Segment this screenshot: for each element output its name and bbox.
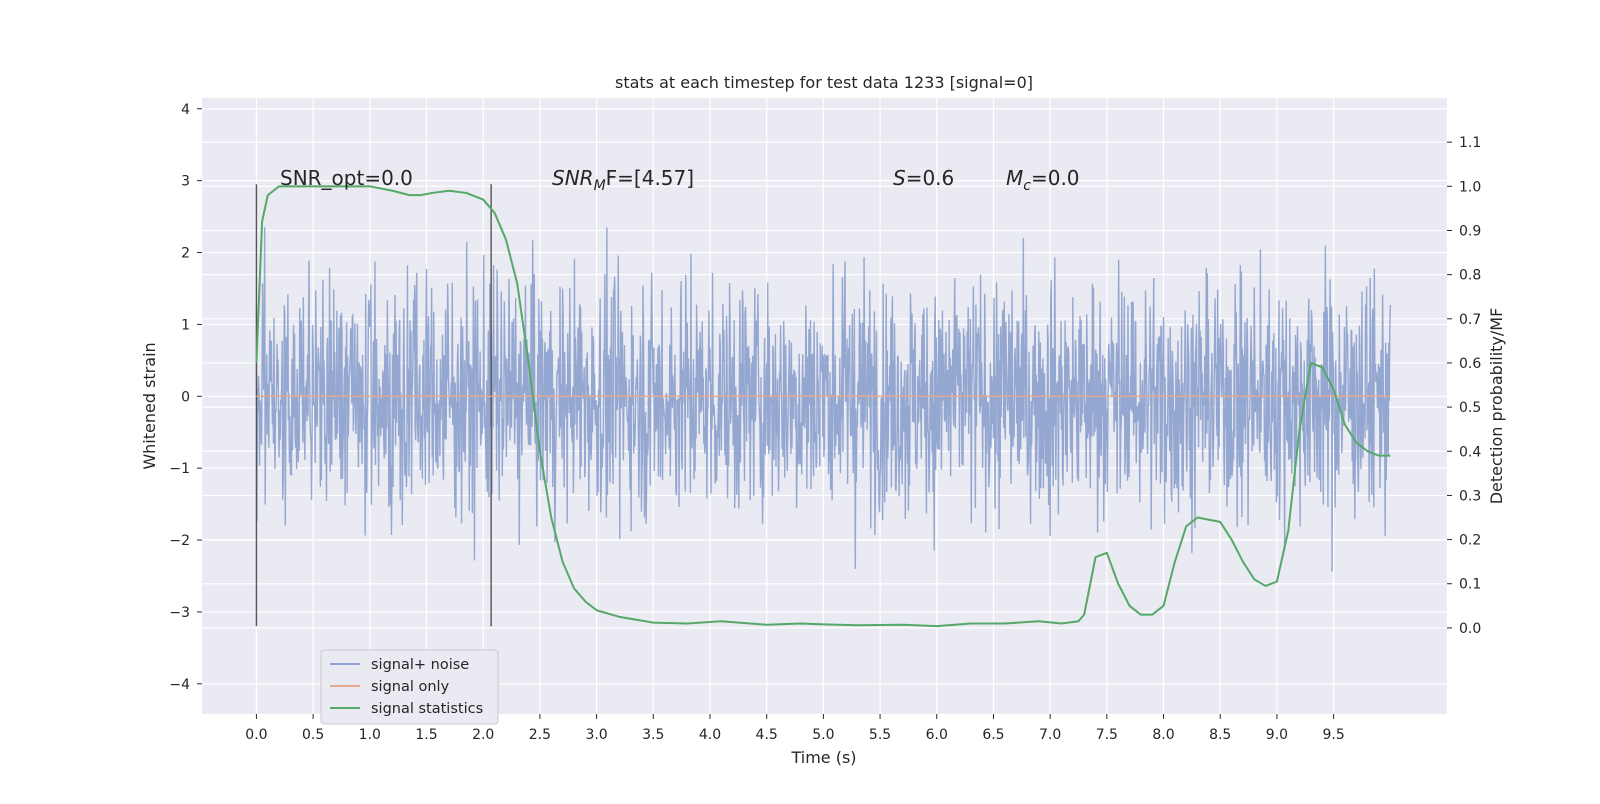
y-tick-label-left: 3 xyxy=(181,174,190,190)
y-tick-label-left: 4 xyxy=(181,102,190,118)
x-axis-label: Time (s) xyxy=(790,748,856,767)
series-signal-plus-noise xyxy=(255,227,1392,572)
x-tick-label: 8.5 xyxy=(1209,727,1231,743)
x-ticks: 0.0 0.5 1.0 1.5 2.0 2.5 3.0 3.5 4.0 4.5 5.0 5.5 6.0 6… xyxy=(245,714,1345,743)
y-tick-label-left: −3 xyxy=(169,605,190,621)
x-tick-label: 5.5 xyxy=(869,727,891,743)
y-tick-label-left: −4 xyxy=(169,677,190,693)
y-ticks-left: 4 3 2 1 0 −1 −2 −3 −4 xyxy=(169,102,202,693)
x-tick-label: 5.0 xyxy=(812,727,834,743)
x-tick-label: 2.5 xyxy=(529,727,551,743)
x-tick-label: 0.0 xyxy=(245,727,267,743)
series-signal-statistics xyxy=(255,185,1391,628)
x-tick-label: 7.5 xyxy=(1096,727,1118,743)
x-tick-label: 9.5 xyxy=(1322,727,1344,743)
x-tick-label: 1.0 xyxy=(359,727,381,743)
x-tick-label: 4.5 xyxy=(756,727,778,743)
annotation-snr-mf-main: SNR xyxy=(552,166,594,190)
legend: signal+ noise signal only signal statist… xyxy=(320,649,499,725)
annotation-mc-sub: c xyxy=(1023,178,1031,194)
y-tick-label-right: 0.2 xyxy=(1459,533,1481,549)
x-tick-label: 7.0 xyxy=(1039,727,1061,743)
legend-label-signal-statistics: signal statistics xyxy=(371,701,483,717)
annotation-s: S=0.6 xyxy=(893,166,954,190)
y-tick-label-right: 0.0 xyxy=(1459,621,1481,637)
legend-label-signal-plus-noise: signal+ noise xyxy=(371,657,469,673)
y-tick-label-right: 1.1 xyxy=(1459,135,1481,151)
legend-box xyxy=(320,649,499,725)
annotation-snr-mf: SNRMF=[4.57] xyxy=(552,166,694,194)
x-tick-label: 1.5 xyxy=(415,727,437,743)
annotation-s-tail: =0.6 xyxy=(906,166,955,190)
x-tick-label: 6.0 xyxy=(926,727,948,743)
y-tick-label-right: 0.9 xyxy=(1459,223,1481,239)
annotation-snr-opt: SNR_opt=0.0 xyxy=(280,166,413,190)
y-tick-label-left: 0 xyxy=(181,389,190,405)
y-tick-label-right: 0.3 xyxy=(1459,488,1481,504)
x-tick-label: 3.0 xyxy=(585,727,607,743)
y-tick-label-right: 0.5 xyxy=(1459,400,1481,416)
x-tick-label: 2.0 xyxy=(472,727,494,743)
annotation-mc-tail: =0.0 xyxy=(1031,166,1080,190)
annotation-s-main: S xyxy=(893,166,906,190)
y-tick-label-right: 1.0 xyxy=(1459,179,1481,195)
y-tick-label-left: −2 xyxy=(169,533,190,549)
annotation-mc: Mc=0.0 xyxy=(1006,166,1080,194)
y-axis-label-left: Whitened strain xyxy=(140,342,159,469)
y-tick-label-right: 0.6 xyxy=(1459,356,1481,372)
y-tick-label-left: 1 xyxy=(181,317,190,333)
y-tick-label-left: −1 xyxy=(169,461,190,477)
annotation-snr-mf-sub: M xyxy=(594,178,606,194)
x-tick-label: 4.0 xyxy=(699,727,721,743)
y-tick-label-right: 0.7 xyxy=(1459,312,1481,328)
annotation-snr-mf-tail: F=[4.57] xyxy=(606,166,694,190)
y-ticks-right: 1.1 1.0 0.9 0.8 0.7 0.6 0.5 0.4 0.3 0.2 0.1 0.0 xyxy=(1447,135,1481,637)
x-tick-label: 6.5 xyxy=(982,727,1004,743)
x-tick-label: 3.5 xyxy=(642,727,664,743)
y-tick-label-left: 2 xyxy=(181,246,190,262)
signal-plus-noise-line xyxy=(255,227,1392,572)
y-tick-label-right: 0.4 xyxy=(1459,444,1481,460)
x-tick-label: 0.5 xyxy=(302,727,324,743)
y-axis-label-right: Detection probability/MF xyxy=(1487,308,1506,505)
legend-label-signal-only: signal only xyxy=(371,679,450,695)
x-tick-label: 8.0 xyxy=(1152,727,1174,743)
x-tick-label: 9.0 xyxy=(1266,727,1288,743)
vertical-markers xyxy=(255,184,492,627)
chart-title: stats at each timestep for test data 123… xyxy=(615,73,1033,92)
y-tick-label-right: 0.1 xyxy=(1459,577,1481,593)
y-tick-label-right: 0.8 xyxy=(1459,268,1481,284)
annotation-mc-main: M xyxy=(1006,166,1023,190)
